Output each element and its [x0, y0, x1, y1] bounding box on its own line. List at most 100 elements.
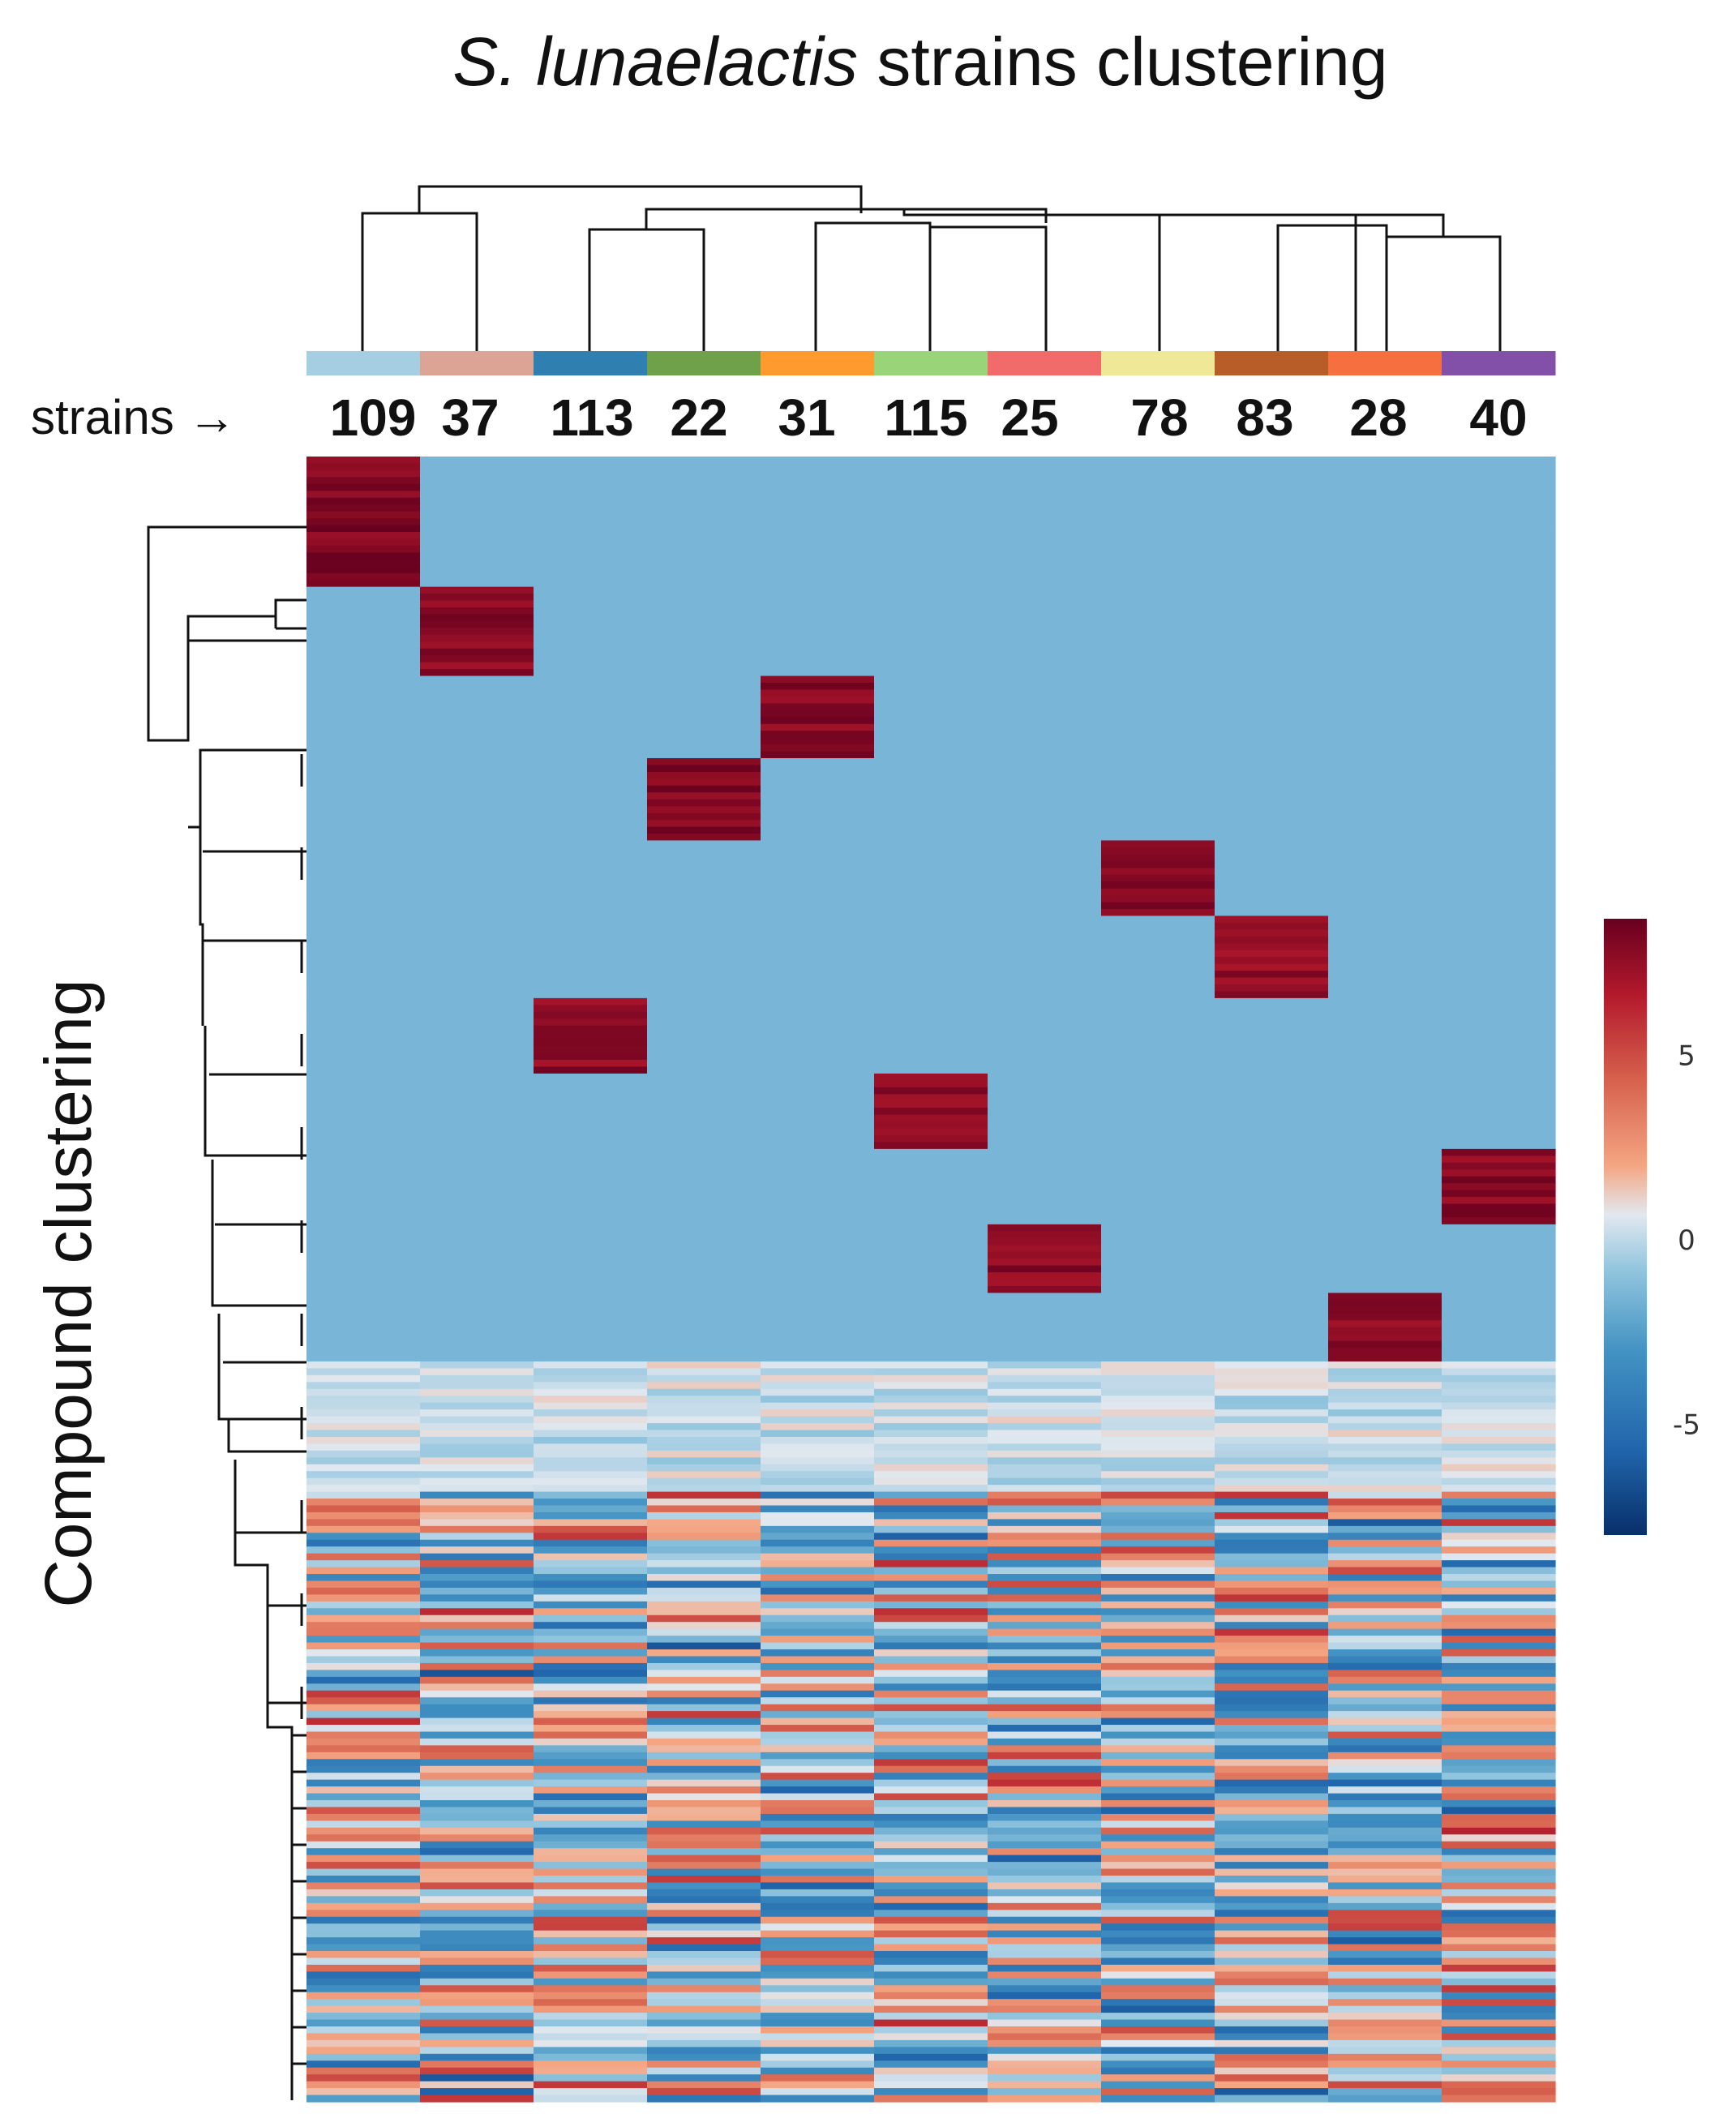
heatmap-cell [534, 833, 648, 842]
heatmap-cell [306, 1745, 421, 1753]
heatmap-cell [306, 1964, 421, 1972]
heatmap-cell [306, 1725, 421, 1733]
heatmap-cell [988, 710, 1102, 718]
heatmap-cell [306, 1683, 421, 1692]
heatmap-cell [1215, 1374, 1329, 1383]
heatmap-cell [761, 888, 875, 896]
heatmap-cell [761, 1978, 875, 1986]
heatmap-cell [534, 1005, 648, 1013]
heatmap-cell [1442, 1217, 1556, 1225]
heatmap-cell [1215, 1594, 1329, 1602]
heatmap-cell [761, 1039, 875, 1047]
heatmap-cell [1328, 1930, 1442, 1938]
heatmap-cell [874, 1957, 988, 1966]
heatmap-cell [988, 751, 1102, 759]
heatmap-cell [874, 757, 988, 766]
heatmap-cell [647, 2033, 761, 2041]
heatmap-cell [988, 929, 1102, 937]
heatmap-cell [534, 984, 648, 993]
strain-label-22: 22 [670, 388, 727, 447]
heatmap-cell [647, 525, 761, 533]
heatmap-cell [1442, 1717, 1556, 1726]
heatmap-cell [534, 1443, 648, 1451]
heatmap-cell [1101, 963, 1215, 971]
heatmap-cell [534, 1285, 648, 1293]
heatmap-cell [874, 833, 988, 842]
heatmap-cell [874, 1237, 988, 1246]
heatmap-cell [988, 1237, 1102, 1246]
heatmap-cell [1442, 1923, 1556, 1932]
heatmap-cell [1101, 1717, 1215, 1726]
heatmap-cell [1215, 1642, 1329, 1650]
heatmap-cell [420, 895, 534, 903]
heatmap-cell [1215, 1210, 1329, 1219]
heatmap-cell [306, 971, 421, 979]
heatmap-cell [1101, 1265, 1215, 1273]
heatmap-cell [647, 1813, 761, 1821]
heatmap-cell [647, 1978, 761, 1986]
heatmap-cell [1442, 1066, 1556, 1074]
heatmap-cell [761, 1203, 875, 1211]
heatmap-cell [306, 669, 421, 677]
heatmap-cell [1328, 1190, 1442, 1198]
heatmap-cell [874, 1080, 988, 1088]
heatmap-cell [306, 1423, 421, 1431]
heatmap-cell [420, 1005, 534, 1013]
heatmap-cell [1328, 710, 1442, 718]
heatmap-cell [1442, 1491, 1556, 1499]
heatmap-cell [988, 1964, 1102, 1972]
heatmap-cell [420, 820, 534, 828]
heatmap-cell [874, 457, 988, 465]
heatmap-cell [420, 1642, 534, 1650]
heatmap-cell [874, 997, 988, 1006]
heatmap-cell [647, 1567, 761, 1575]
heatmap-cell [1442, 1443, 1556, 1451]
heatmap-cell [534, 1533, 648, 1541]
heatmap-cell [761, 1964, 875, 1972]
heatmap-cell [420, 1430, 534, 1438]
heatmap-cell [534, 860, 648, 868]
heatmap-cell [420, 504, 534, 512]
heatmap-cell [988, 655, 1102, 663]
heatmap-cell [647, 957, 761, 965]
heatmap-cell [761, 1896, 875, 1904]
heatmap-cell [1101, 1361, 1215, 1369]
heatmap-cell [1215, 1217, 1329, 1225]
heatmap-cell [1442, 1978, 1556, 1986]
heatmap-cell [420, 1793, 534, 1801]
heatmap-cell [1328, 1902, 1442, 1910]
heatmap-cell [534, 566, 648, 574]
heatmap-cell [306, 477, 421, 485]
heatmap-cell [988, 922, 1102, 930]
heatmap-cell [647, 1676, 761, 1684]
heatmap-cell [534, 1813, 648, 1821]
heatmap-cell [306, 1087, 421, 1095]
heatmap-cell [1215, 1841, 1329, 1849]
heatmap-cell [1442, 922, 1556, 930]
heatmap-cell [1328, 723, 1442, 731]
heatmap-cell [1442, 1813, 1556, 1821]
heatmap-cell [647, 1560, 761, 1568]
heatmap-cell [988, 1477, 1102, 1486]
heatmap-cell [306, 874, 421, 882]
heatmap-cell [647, 847, 761, 855]
heatmap-cell [1328, 1670, 1442, 1678]
heatmap-cell [420, 717, 534, 725]
heatmap-cell [306, 2060, 421, 2069]
heatmap-cell [1442, 1896, 1556, 1904]
heatmap-cell [534, 2095, 648, 2103]
heatmap-cell [306, 1430, 421, 1438]
heatmap-cell [534, 1046, 648, 1054]
heatmap-cell [1215, 1649, 1329, 1657]
heatmap-cell [1101, 2047, 1215, 2055]
heatmap-cell [1215, 1011, 1329, 1019]
heatmap-cell [1328, 915, 1442, 924]
heatmap-cell [761, 1711, 875, 1719]
heatmap-cell [1215, 696, 1329, 704]
heatmap-cell [534, 813, 648, 821]
heatmap-cell [1215, 744, 1329, 753]
heatmap-cell [1215, 1827, 1329, 1835]
heatmap-cell [1442, 1937, 1556, 1945]
heatmap-cell [761, 1237, 875, 1246]
heatmap-cell [988, 2060, 1102, 2069]
